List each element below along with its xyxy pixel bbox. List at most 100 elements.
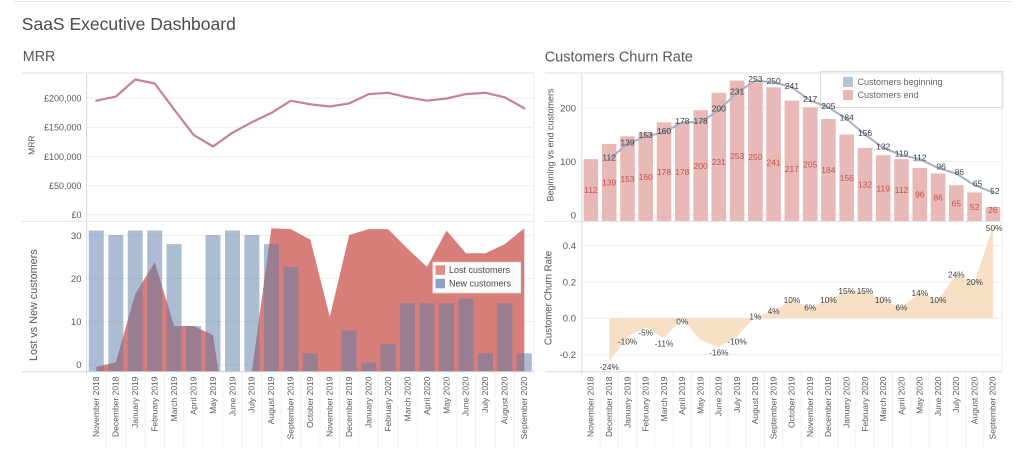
svg-text:15%: 15% <box>838 286 855 296</box>
svg-text:-5%: -5% <box>638 327 653 337</box>
svg-text:253: 253 <box>730 151 744 161</box>
svg-text:December 2018: December 2018 <box>604 376 614 437</box>
svg-text:156: 156 <box>858 128 872 138</box>
svg-text:£100,000: £100,000 <box>44 152 82 162</box>
svg-text:August 2020: August 2020 <box>969 376 979 424</box>
svg-text:205: 205 <box>803 159 817 169</box>
svg-text:217: 217 <box>785 164 799 174</box>
svg-text:May 2020: May 2020 <box>441 376 451 414</box>
svg-text:139: 139 <box>620 138 634 148</box>
svg-text:March 2019: March 2019 <box>169 376 179 421</box>
svg-text:July 2019: July 2019 <box>732 376 742 413</box>
svg-text:50%: 50% <box>986 223 1003 233</box>
svg-text:14%: 14% <box>911 288 928 298</box>
svg-text:24%: 24% <box>948 270 965 280</box>
svg-text:200: 200 <box>560 103 576 114</box>
svg-text:96: 96 <box>915 190 925 200</box>
svg-text:May 2019: May 2019 <box>695 376 705 414</box>
svg-text:April 2019: April 2019 <box>188 376 198 415</box>
svg-text:-24%: -24% <box>600 362 620 372</box>
svg-text:June 2019: June 2019 <box>227 376 237 416</box>
svg-text:119: 119 <box>876 183 890 193</box>
svg-text:156: 156 <box>840 173 854 183</box>
svg-text:October 2019: October 2019 <box>305 376 315 428</box>
svg-text:-16%: -16% <box>709 347 729 357</box>
svg-text:1%: 1% <box>749 312 762 322</box>
svg-text:February 2020: February 2020 <box>383 376 393 432</box>
svg-text:184: 184 <box>821 165 835 175</box>
svg-text:September 2020: September 2020 <box>988 376 998 439</box>
svg-text:August 2019: August 2019 <box>750 376 760 424</box>
svg-text:May 2020: May 2020 <box>915 376 925 414</box>
svg-text:February 2020: February 2020 <box>860 376 870 432</box>
svg-text:April 2020: April 2020 <box>896 376 906 415</box>
svg-text:178: 178 <box>675 167 689 177</box>
svg-text:May 2019: May 2019 <box>208 376 218 414</box>
svg-text:July 2019: July 2019 <box>247 376 257 413</box>
svg-text:86: 86 <box>933 193 943 203</box>
svg-text:January 2019: January 2019 <box>622 376 632 428</box>
svg-text:184: 184 <box>840 113 854 123</box>
svg-text:September 2019: September 2019 <box>286 376 296 439</box>
svg-text:119: 119 <box>895 149 909 159</box>
svg-text:139: 139 <box>602 178 616 188</box>
svg-text:6%: 6% <box>804 302 817 312</box>
svg-text:Customer Churn Rate: Customer Churn Rate <box>544 251 555 345</box>
svg-text:SaaS Executive Dashboard: SaaS Executive Dashboard <box>22 14 236 34</box>
svg-text:231: 231 <box>712 157 726 167</box>
svg-text:Beginning vs end customers: Beginning vs end customers <box>545 88 555 202</box>
svg-text:160: 160 <box>639 172 653 182</box>
svg-text:October 2019: October 2019 <box>787 376 797 428</box>
svg-text:52: 52 <box>970 202 980 212</box>
svg-text:0: 0 <box>571 211 576 222</box>
svg-text:132: 132 <box>858 180 872 190</box>
svg-text:0: 0 <box>76 360 81 371</box>
svg-text:178: 178 <box>657 167 671 177</box>
svg-text:10%: 10% <box>875 295 892 305</box>
svg-text:250: 250 <box>748 152 762 162</box>
svg-text:132: 132 <box>876 141 890 151</box>
svg-text:£200,000: £200,000 <box>44 94 82 104</box>
svg-text:November 2019: November 2019 <box>325 376 335 437</box>
svg-text:January 2020: January 2020 <box>842 376 852 428</box>
svg-text:April 2020: April 2020 <box>422 376 432 415</box>
svg-text:20%: 20% <box>966 277 983 287</box>
svg-text:March 2020: March 2020 <box>878 376 888 421</box>
svg-text:February 2019: February 2019 <box>150 376 160 432</box>
svg-text:June 2019: June 2019 <box>714 376 724 416</box>
svg-text:153: 153 <box>620 174 634 184</box>
svg-text:0%: 0% <box>676 316 689 326</box>
svg-text:10%: 10% <box>930 295 947 305</box>
svg-text:160: 160 <box>657 126 671 136</box>
svg-text:Lost vs New customers: Lost vs New customers <box>28 249 40 361</box>
svg-text:June 2020: June 2020 <box>933 376 943 416</box>
svg-text:241: 241 <box>785 81 799 91</box>
svg-text:96: 96 <box>936 162 946 172</box>
svg-text:178: 178 <box>675 116 689 126</box>
svg-text:June 2020: June 2020 <box>461 376 471 416</box>
svg-text:December 2019: December 2019 <box>823 376 833 437</box>
svg-text:MRR: MRR <box>23 49 56 65</box>
svg-text:112: 112 <box>584 185 598 195</box>
svg-text:-0.2: -0.2 <box>560 350 576 361</box>
svg-text:December 2019: December 2019 <box>344 376 354 437</box>
svg-text:178: 178 <box>694 116 708 126</box>
svg-text:£150,000: £150,000 <box>44 123 82 133</box>
svg-text:July 2020: July 2020 <box>951 376 961 413</box>
svg-text:December 2018: December 2018 <box>111 376 121 437</box>
svg-text:-11%: -11% <box>655 338 674 348</box>
svg-text:March 2019: March 2019 <box>659 376 669 421</box>
svg-text:26: 26 <box>988 205 998 215</box>
svg-text:£0: £0 <box>71 210 81 220</box>
svg-text:112: 112 <box>895 185 909 195</box>
svg-text:52: 52 <box>990 186 1000 196</box>
svg-text:November 2018: November 2018 <box>91 376 101 437</box>
svg-text:205: 205 <box>821 101 835 111</box>
svg-text:20: 20 <box>71 274 82 285</box>
svg-text:241: 241 <box>767 157 781 167</box>
svg-text:January 2019: January 2019 <box>130 376 140 428</box>
svg-text:217: 217 <box>803 94 817 104</box>
svg-text:86: 86 <box>955 167 965 177</box>
svg-text:0.0: 0.0 <box>563 314 576 325</box>
svg-text:65: 65 <box>973 179 983 189</box>
